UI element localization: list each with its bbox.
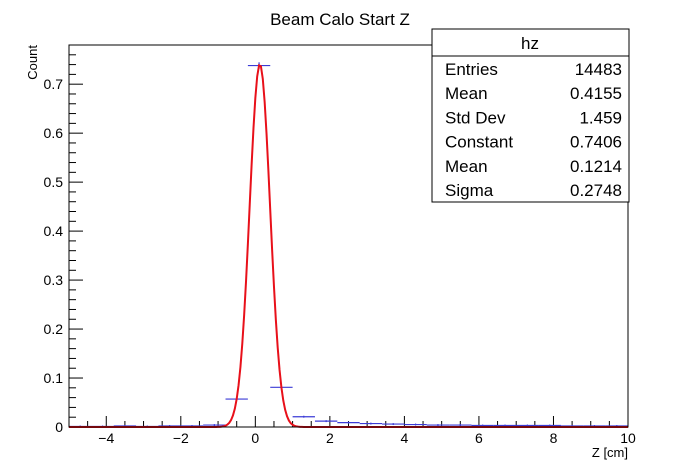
histogram-bin xyxy=(426,424,450,427)
stats-row-label: Constant xyxy=(445,133,513,152)
stats-box-rows: Entries 14483 Mean 0.4155 Std Dev 1.459 Consta… xyxy=(445,60,622,200)
histogram-bin xyxy=(314,420,338,423)
x-tick-label: 0 xyxy=(251,430,259,446)
stats-box: hz Entries 14483 Mean 0.4155 Std Dev 1.459 Con… xyxy=(431,28,630,203)
chart-title: Beam Calo Start Z xyxy=(270,10,410,29)
y-axis-ticks: 0 0.1 0.2 0.3 0.4 0.5 0.6 0.7 xyxy=(44,44,83,435)
y-tick-label: 0.5 xyxy=(44,174,64,190)
y-tick-label: 0.1 xyxy=(44,370,64,386)
x-tick-label: −4 xyxy=(98,430,114,446)
x-tick-label: 2 xyxy=(326,430,334,446)
stats-row-label: Mean xyxy=(445,157,488,176)
y-tick-label: 0.4 xyxy=(44,223,64,239)
x-tick-label: 8 xyxy=(550,430,558,446)
x-tick-label: 6 xyxy=(475,430,483,446)
stats-box-frame xyxy=(431,28,630,203)
stats-row-value: 0.4155 xyxy=(570,84,622,103)
histogram-bin xyxy=(337,421,360,424)
y-tick-label: 0.2 xyxy=(44,321,64,337)
stats-row-value: 1.459 xyxy=(579,108,622,127)
stats-row-label: Mean xyxy=(445,84,488,103)
x-axis-ticks: −4 −2 0 2 4 6 8 10 xyxy=(68,416,636,446)
x-tick-label: 4 xyxy=(401,430,409,446)
histogram-bin xyxy=(382,423,405,426)
x-tick-label: −2 xyxy=(173,430,189,446)
histogram-bin xyxy=(359,422,383,425)
x-tick-label: 10 xyxy=(620,430,636,446)
stats-row-label: Entries xyxy=(445,60,498,79)
histogram-bin xyxy=(292,415,315,418)
y-tick-label: 0.3 xyxy=(44,272,64,288)
stats-row-label: Sigma xyxy=(445,181,494,200)
stats-row-label: Std Dev xyxy=(445,108,506,127)
y-axis-label: Count xyxy=(25,45,40,80)
x-axis-label: Z [cm] xyxy=(592,445,628,460)
y-tick-label: 0.7 xyxy=(44,76,64,92)
histogram-bin xyxy=(203,424,226,427)
histogram-bin xyxy=(404,423,427,426)
stats-row-value: 14483 xyxy=(575,60,622,79)
histogram-bin xyxy=(449,424,472,427)
stats-row-value: 0.1214 xyxy=(570,157,622,176)
stats-row-value: 0.2748 xyxy=(570,181,622,200)
y-tick-label: 0 xyxy=(55,419,63,435)
stats-box-header: hz xyxy=(521,34,539,53)
plot-frame xyxy=(68,44,629,428)
stats-row-value: 0.7406 xyxy=(570,133,622,152)
y-tick-label: 0.6 xyxy=(44,125,64,141)
